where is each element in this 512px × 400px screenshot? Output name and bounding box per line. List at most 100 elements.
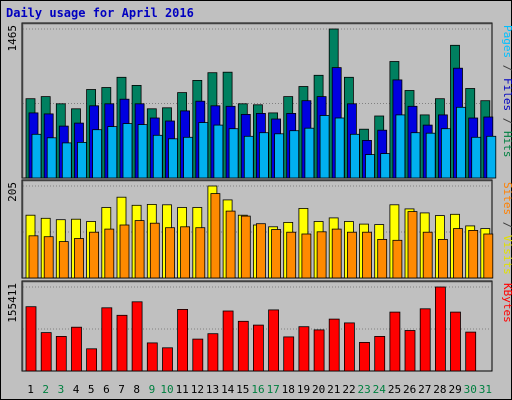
bar-kbytes-kbytes-18 [283, 336, 295, 372]
x-tick-22: 22 [342, 383, 355, 396]
bar-kbytes-kbytes-6 [101, 307, 113, 372]
x-tick-1: 1 [27, 383, 34, 396]
bar-hits-pages-29 [456, 106, 466, 179]
bar-hits-pages-17 [274, 133, 285, 179]
x-tick-28: 28 [433, 383, 446, 396]
bar-kbytes-kbytes-1 [25, 306, 37, 372]
x-tick-18: 18 [282, 383, 295, 396]
bar-kbytes-kbytes-8 [131, 301, 143, 372]
bar-visits-sites-24 [377, 238, 388, 279]
bar-visits-sites-26 [407, 211, 418, 279]
bar-hits-pages-3 [61, 142, 72, 179]
bar-visits-sites-9 [149, 222, 160, 279]
bar-visits-sites-13 [210, 193, 221, 279]
bar-hits-pages-11 [183, 136, 194, 179]
bar-kbytes-kbytes-23 [359, 341, 370, 372]
bar-visits-sites-7 [119, 224, 130, 279]
panel-hits-max-label: 1465 [6, 25, 19, 52]
panel-visits-legend: Sites / Visits [501, 182, 512, 275]
bar-kbytes-kbytes-7 [116, 314, 128, 372]
bar-visits-sites-31 [483, 233, 494, 279]
chart-title: Daily usage for April 2016 [6, 6, 194, 20]
panel-hits-legend-1: / [501, 58, 512, 78]
bar-visits-sites-23 [362, 231, 372, 279]
bar-visits-sites-5 [89, 231, 99, 279]
bar-hits-pages-10 [168, 138, 178, 179]
x-tick-19: 19 [297, 383, 310, 396]
x-tick-30: 30 [464, 383, 477, 396]
bar-kbytes-kbytes-15 [237, 320, 249, 372]
x-tick-14: 14 [221, 383, 235, 396]
panel-hits-legend-2: Files [501, 78, 512, 111]
bar-visits-sites-1 [28, 235, 39, 279]
x-tick-2: 2 [42, 383, 49, 396]
x-tick-21: 21 [327, 383, 340, 396]
panel-visits-legend-0: Sites [501, 182, 512, 215]
bar-kbytes-kbytes-16 [252, 324, 264, 372]
panel-hits-legend-0: Pages [501, 25, 512, 58]
bar-kbytes-kbytes-10 [162, 347, 173, 372]
bar-visits-sites-14 [225, 210, 236, 279]
bar-kbytes-kbytes-28 [434, 286, 446, 372]
bar-kbytes-kbytes-30 [465, 331, 477, 372]
bar-visits-sites-16 [255, 223, 266, 279]
x-tick-29: 29 [448, 383, 461, 396]
x-tick-6: 6 [103, 383, 110, 396]
x-tick-26: 26 [403, 383, 416, 396]
panel-kbytes-legend-0: KBytes [501, 283, 512, 323]
x-tick-12: 12 [191, 383, 204, 396]
bar-hits-pages-25 [395, 114, 406, 179]
bar-kbytes-kbytes-19 [298, 326, 310, 372]
bar-hits-pages-8 [137, 124, 148, 179]
bar-kbytes-kbytes-13 [207, 333, 219, 372]
bar-hits-pages-9 [152, 134, 163, 179]
panel-hits-legend-4: Hits [501, 131, 512, 158]
bar-visits-sites-21 [331, 228, 342, 279]
bar-hits-pages-23 [365, 154, 375, 179]
bar-hits-pages-24 [380, 153, 391, 179]
bar-visits-sites-17 [271, 229, 282, 279]
x-tick-27: 27 [418, 383, 431, 396]
bar-visits-sites-30 [468, 229, 479, 279]
bar-kbytes-kbytes-2 [40, 332, 52, 372]
bar-kbytes-kbytes-26 [404, 330, 416, 372]
bar-hits-pages-13 [213, 124, 224, 179]
bar-hits-pages-28 [440, 128, 451, 179]
bar-visits-sites-28 [437, 238, 448, 279]
x-tick-5: 5 [88, 383, 95, 396]
bar-visits-sites-10 [165, 227, 175, 279]
bar-visits-sites-8 [134, 220, 145, 279]
bar-hits-pages-4 [77, 141, 87, 179]
bar-hits-pages-16 [258, 132, 269, 179]
x-tick-3: 3 [58, 383, 65, 396]
x-tick-9: 9 [149, 383, 156, 396]
bar-hits-pages-2 [46, 137, 57, 179]
bar-visits-sites-12 [195, 227, 206, 279]
x-tick-15: 15 [236, 383, 249, 396]
bar-hits-pages-30 [471, 136, 482, 179]
bar-visits-sites-18 [286, 231, 297, 279]
x-tick-23: 23 [357, 383, 370, 396]
bar-kbytes-kbytes-4 [71, 326, 82, 372]
bar-visits-sites-11 [180, 226, 191, 279]
x-tick-16: 16 [251, 383, 264, 396]
panel-kbytes-legend: KBytes [501, 283, 512, 323]
bar-hits-pages-26 [410, 132, 421, 179]
bar-kbytes-kbytes-3 [55, 335, 67, 372]
bar-visits-sites-22 [346, 231, 357, 279]
bar-hits-pages-18 [289, 130, 300, 179]
bar-hits-pages-15 [243, 135, 254, 179]
panel-hits-legend: Pages / Files / Hits [501, 25, 512, 158]
panel-visits-max-label: 205 [6, 182, 19, 202]
x-tick-13: 13 [206, 383, 219, 396]
x-tick-10: 10 [160, 383, 173, 396]
bar-visits-sites-3 [58, 241, 69, 279]
bar-visits-sites-15 [240, 215, 251, 279]
bar-visits-sites-6 [104, 228, 115, 279]
panel-hits-legend-3: / [501, 111, 512, 131]
x-tick-25: 25 [388, 383, 401, 396]
panel-visits-legend-1: / [501, 215, 512, 235]
bar-hits-pages-14 [228, 128, 239, 179]
x-tick-20: 20 [312, 383, 325, 396]
x-tick-8: 8 [133, 383, 140, 396]
